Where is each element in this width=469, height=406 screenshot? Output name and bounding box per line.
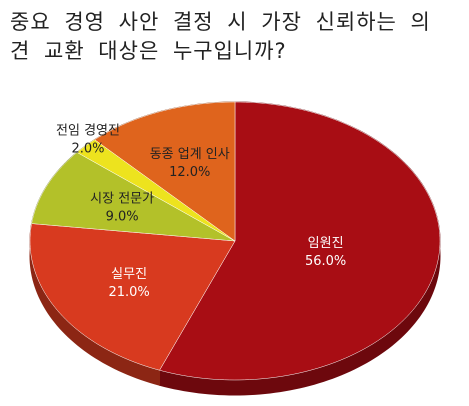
slice [76,139,236,242]
value-label: 21.0% [108,285,149,300]
value-label: 12.0% [169,165,210,180]
slice-label: 임원진 [308,236,344,251]
value-label: 9.0% [106,209,139,224]
slice [29,223,236,371]
slice [159,101,441,381]
chart-title: 중요 경영 사안 결정 시 가장 신뢰하는 의견 교환 대상은 누구입니까? [10,10,431,63]
slice-label: 실무진 [111,267,147,282]
slice-label: 시장 전문가 [90,191,154,206]
value-label: 56.0% [305,254,346,269]
slice-label: 동종 업계 인사 [150,147,230,162]
slice [94,101,236,242]
value-label: 2.0% [71,142,104,157]
slice-label: 전임 경영진 [56,124,120,139]
slice [31,152,236,242]
